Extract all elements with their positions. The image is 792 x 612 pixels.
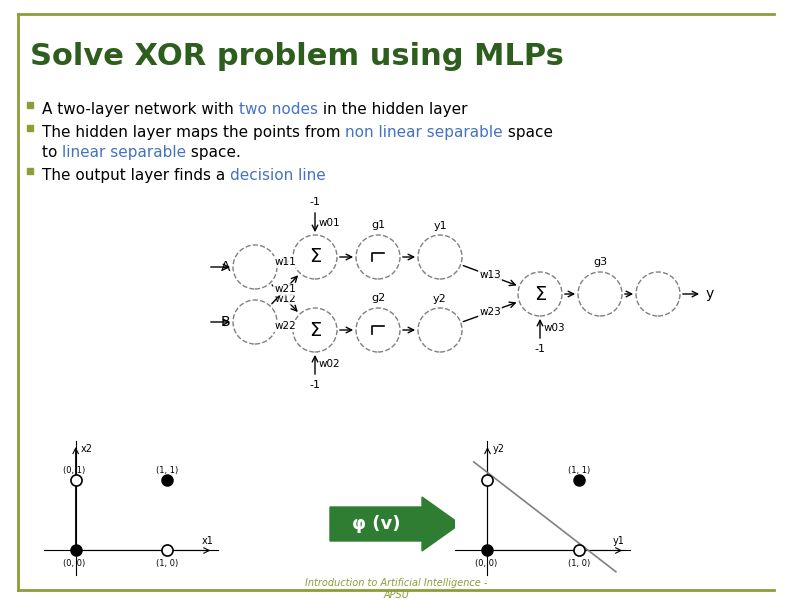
Text: (0, 0): (0, 0): [63, 559, 85, 568]
Text: (1, 0): (1, 0): [568, 559, 590, 568]
Text: w21: w21: [274, 285, 296, 294]
Text: g2: g2: [371, 293, 385, 303]
Text: w23: w23: [479, 307, 501, 317]
Text: space: space: [503, 125, 553, 140]
Text: y1: y1: [433, 221, 447, 231]
Text: to: to: [42, 145, 63, 160]
Text: The hidden layer maps the points from: The hidden layer maps the points from: [42, 125, 345, 140]
Text: y2: y2: [493, 444, 505, 454]
Text: y1: y1: [613, 536, 625, 547]
Text: x2: x2: [81, 444, 93, 454]
Text: w03: w03: [544, 323, 565, 333]
Text: in the hidden layer: in the hidden layer: [318, 102, 467, 117]
Text: w12: w12: [274, 294, 296, 304]
Text: -1: -1: [535, 344, 546, 354]
Text: The output layer finds a: The output layer finds a: [42, 168, 230, 183]
Text: A two-layer network with: A two-layer network with: [42, 102, 238, 117]
Text: (1, 1): (1, 1): [568, 466, 590, 475]
Text: g1: g1: [371, 220, 385, 230]
Text: (0, 1): (0, 1): [63, 466, 85, 475]
Text: g3: g3: [593, 257, 607, 267]
Text: -1: -1: [310, 380, 321, 390]
Text: w11: w11: [274, 257, 296, 267]
Text: Σ: Σ: [309, 247, 321, 266]
Text: A: A: [220, 260, 230, 274]
Text: w22: w22: [274, 321, 296, 331]
Text: Introduction to Artificial Intelligence -
APSU: Introduction to Artificial Intelligence …: [305, 578, 487, 600]
Text: two nodes: two nodes: [238, 102, 318, 117]
Text: linear separable: linear separable: [63, 145, 186, 160]
Text: φ (v): φ (v): [352, 515, 400, 533]
Text: (0, 0): (0, 0): [474, 559, 497, 568]
Text: (1, 0): (1, 0): [156, 559, 178, 568]
Text: space.: space.: [186, 145, 242, 160]
Text: decision line: decision line: [230, 168, 326, 183]
Text: w13: w13: [479, 271, 501, 280]
Text: (1, 1): (1, 1): [156, 466, 178, 475]
Text: Σ: Σ: [309, 321, 321, 340]
Text: B: B: [220, 315, 230, 329]
Text: y2: y2: [433, 294, 447, 304]
FancyArrow shape: [330, 497, 460, 551]
Text: w02: w02: [319, 359, 341, 369]
Text: non linear separable: non linear separable: [345, 125, 503, 140]
Text: y: y: [706, 287, 714, 301]
Text: Solve XOR problem using MLPs: Solve XOR problem using MLPs: [30, 42, 564, 71]
Text: w01: w01: [319, 218, 341, 228]
Text: Σ: Σ: [534, 285, 546, 304]
Text: x1: x1: [201, 536, 213, 547]
Text: -1: -1: [310, 197, 321, 207]
